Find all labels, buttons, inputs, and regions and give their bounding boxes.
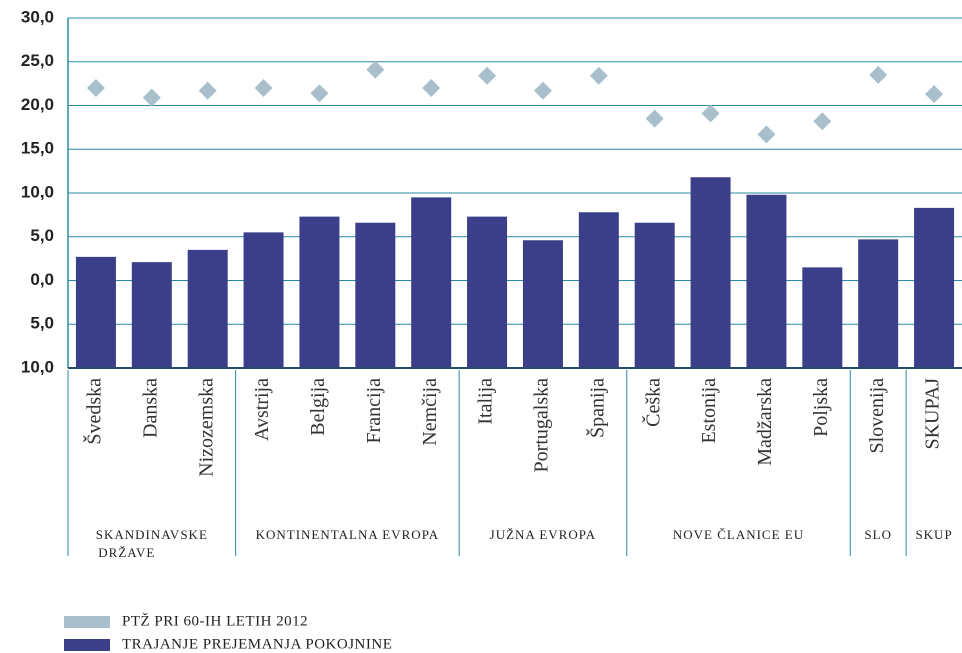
group-label: NOVE ČLANICE EU — [673, 527, 804, 542]
diamond-marker — [533, 81, 552, 100]
diamond-marker — [310, 84, 329, 103]
y-tick-label: 30,0 — [21, 7, 54, 26]
category-label: Češka — [640, 378, 664, 427]
diamond-marker — [701, 104, 720, 123]
legend-label: PTŽ PRI 60-IH LETIH 2012 — [122, 612, 308, 629]
bar — [187, 249, 228, 368]
group-label: SLO — [864, 527, 892, 542]
group-label: SKUP — [915, 527, 952, 542]
group-label: SKANDINAVSKE DRŽAVE — [96, 527, 208, 560]
diamond-marker — [813, 112, 832, 131]
bar — [690, 177, 731, 368]
y-tick-label: 15,0 — [21, 139, 54, 158]
diamond-marker — [86, 79, 105, 97]
category-label: Danska — [139, 378, 161, 438]
group-label: KONTINENTALNA EVROPA — [256, 527, 440, 542]
bar — [578, 212, 619, 368]
y-tick-label: 10,0 — [21, 357, 54, 376]
diamond-marker — [422, 79, 441, 97]
y-tick-label: 10,0 — [21, 182, 54, 201]
category-label: Nemčija — [419, 378, 441, 446]
bar — [467, 216, 508, 368]
diamond-marker — [925, 85, 944, 104]
diamond-marker — [645, 109, 664, 128]
bar — [914, 207, 955, 368]
category-label: Španija — [584, 378, 608, 438]
diamond-marker — [198, 81, 217, 100]
bar — [858, 239, 899, 368]
category-label: Portugalska — [531, 378, 553, 473]
category-label: Italija — [475, 378, 497, 425]
category-label: Avstrija — [251, 378, 273, 441]
y-tick-label: 0,0 — [30, 270, 54, 289]
bar — [634, 222, 675, 368]
bar — [522, 240, 563, 368]
bar — [802, 267, 843, 368]
y-tick-label: 25,0 — [21, 51, 54, 70]
category-label: Švedska — [82, 378, 106, 445]
diamond-marker — [366, 60, 385, 79]
diamond-marker — [142, 88, 161, 107]
category-label: SKUPAJ — [922, 378, 944, 450]
category-label: Nizozemska — [195, 378, 217, 477]
group-label: JUŽNA EVROPA — [490, 527, 597, 542]
diamond-marker — [757, 125, 776, 144]
y-tick-label: 20,0 — [21, 95, 54, 114]
bar — [299, 216, 340, 368]
bar — [411, 197, 452, 368]
category-label: Francija — [363, 378, 385, 444]
legend-label: TRAJANJE PREJEMANJA POKOJNINE — [122, 636, 392, 652]
category-label: Belgija — [307, 378, 329, 436]
y-tick-label: 5,0 — [30, 226, 54, 245]
diamond-marker — [254, 79, 273, 97]
legend-swatch — [64, 616, 110, 628]
bar — [243, 232, 284, 368]
category-label: Poljska — [810, 378, 832, 437]
bar — [355, 222, 396, 368]
bar — [75, 256, 116, 368]
bar — [746, 194, 787, 368]
bar — [131, 262, 172, 368]
category-label: Slovenija — [866, 378, 888, 454]
diamond-marker — [589, 66, 608, 85]
category-label: Madžarska — [754, 378, 776, 466]
diamond-marker — [869, 65, 888, 84]
legend-swatch — [64, 639, 110, 651]
category-label: Estonija — [698, 378, 720, 444]
diamond-marker — [478, 66, 497, 85]
y-tick-label: 5,0 — [30, 314, 54, 333]
